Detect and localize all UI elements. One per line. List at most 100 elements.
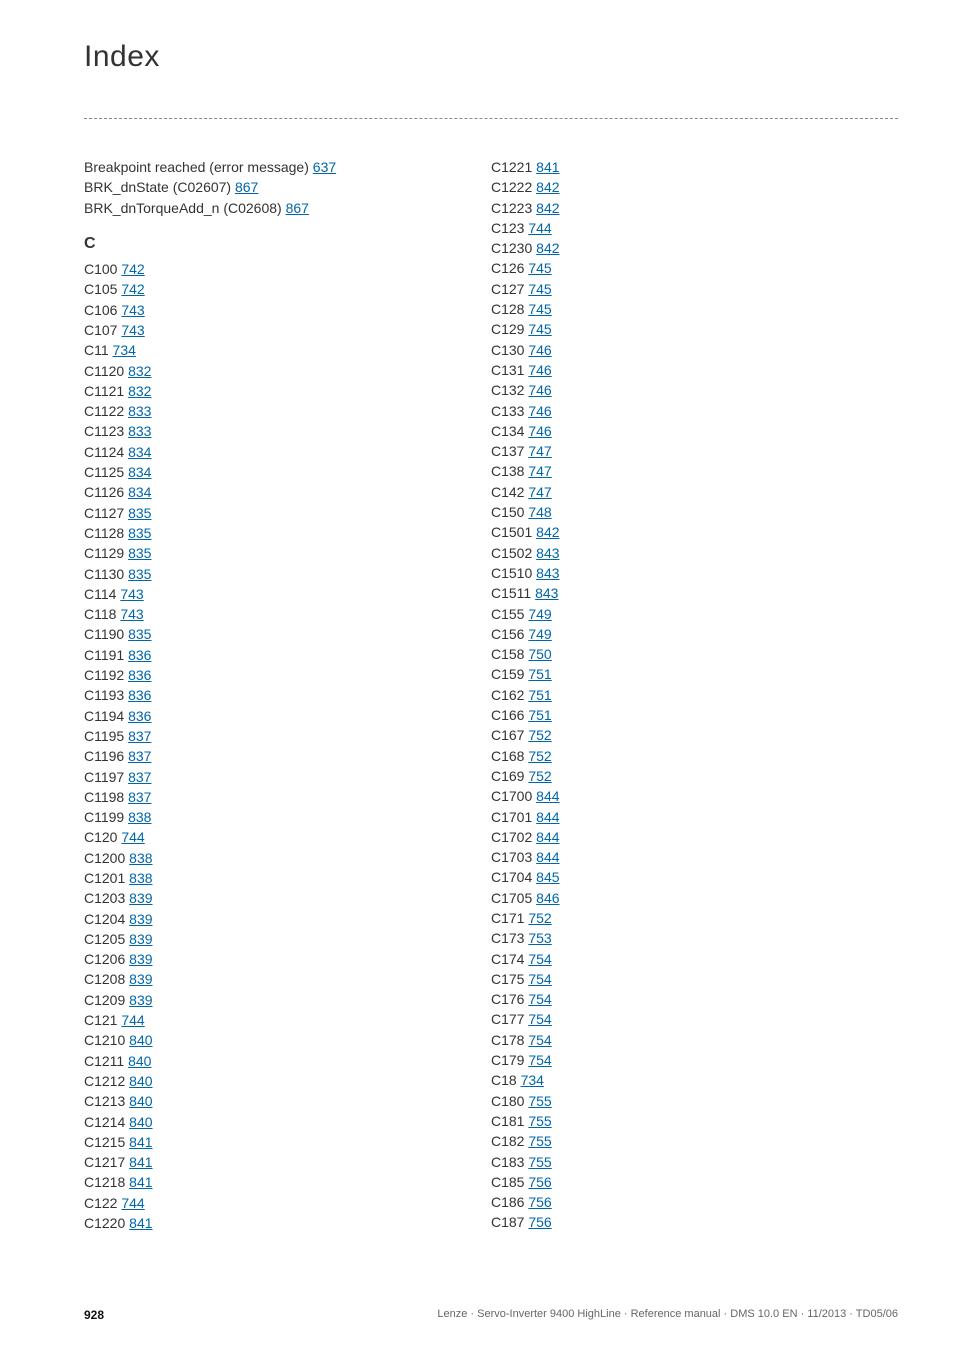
page-reference-link[interactable]: 834 — [128, 484, 151, 500]
page-reference-link[interactable]: 838 — [128, 809, 151, 825]
page-reference-link[interactable]: 832 — [128, 383, 151, 399]
page-reference-link[interactable]: 841 — [129, 1134, 152, 1150]
page-reference-link[interactable]: 754 — [528, 971, 551, 987]
page-reference-link[interactable]: 742 — [121, 281, 144, 297]
page-reference-link[interactable]: 839 — [129, 890, 152, 906]
page-reference-link[interactable]: 835 — [128, 505, 151, 521]
page-reference-link[interactable]: 752 — [528, 910, 551, 926]
page-reference-link[interactable]: 840 — [129, 1073, 152, 1089]
page-reference-link[interactable]: 746 — [528, 382, 551, 398]
page-reference-link[interactable]: 841 — [536, 159, 559, 175]
page-reference-link[interactable]: 839 — [129, 992, 152, 1008]
page-reference-link[interactable]: 833 — [128, 403, 151, 419]
page-reference-link[interactable]: 842 — [536, 524, 559, 540]
page-reference-link[interactable]: 754 — [528, 951, 551, 967]
page-reference-link[interactable]: 837 — [128, 728, 151, 744]
page-reference-link[interactable]: 747 — [528, 463, 551, 479]
page-reference-link[interactable]: 844 — [536, 788, 559, 804]
page-reference-link[interactable]: 745 — [528, 281, 551, 297]
page-reference-link[interactable]: 744 — [528, 220, 551, 236]
page-reference-link[interactable]: 751 — [528, 687, 551, 703]
page-reference-link[interactable]: 839 — [129, 951, 152, 967]
page-reference-link[interactable]: 743 — [120, 586, 143, 602]
page-reference-link[interactable]: 835 — [128, 626, 151, 642]
page-reference-link[interactable]: 746 — [528, 362, 551, 378]
page-reference-link[interactable]: 841 — [129, 1174, 152, 1190]
page-reference-link[interactable]: 754 — [528, 1011, 551, 1027]
page-reference-link[interactable]: 843 — [536, 565, 559, 581]
page-reference-link[interactable]: 835 — [128, 566, 151, 582]
page-reference-link[interactable]: 836 — [128, 708, 151, 724]
page-reference-link[interactable]: 867 — [235, 179, 258, 195]
page-reference-link[interactable]: 841 — [129, 1154, 152, 1170]
page-reference-link[interactable]: 754 — [528, 991, 551, 1007]
page-reference-link[interactable]: 745 — [528, 321, 551, 337]
page-reference-link[interactable]: 754 — [528, 1052, 551, 1068]
page-reference-link[interactable]: 744 — [121, 1012, 144, 1028]
page-reference-link[interactable]: 832 — [128, 363, 151, 379]
page-reference-link[interactable]: 747 — [528, 443, 551, 459]
page-reference-link[interactable]: 837 — [128, 748, 151, 764]
page-reference-link[interactable]: 744 — [121, 829, 144, 845]
page-reference-link[interactable]: 844 — [536, 849, 559, 865]
page-reference-link[interactable]: 843 — [535, 585, 558, 601]
page-reference-link[interactable]: 833 — [128, 423, 151, 439]
page-reference-link[interactable]: 837 — [128, 769, 151, 785]
page-reference-link[interactable]: 752 — [528, 768, 551, 784]
page-reference-link[interactable]: 844 — [536, 829, 559, 845]
page-reference-link[interactable]: 838 — [129, 870, 152, 886]
page-reference-link[interactable]: 755 — [528, 1133, 551, 1149]
page-reference-link[interactable]: 835 — [128, 545, 151, 561]
page-reference-link[interactable]: 840 — [128, 1053, 151, 1069]
page-reference-link[interactable]: 844 — [536, 809, 559, 825]
page-reference-link[interactable]: 753 — [528, 930, 551, 946]
page-reference-link[interactable]: 746 — [528, 403, 551, 419]
page-reference-link[interactable]: 846 — [536, 890, 559, 906]
page-reference-link[interactable]: 754 — [528, 1032, 551, 1048]
page-reference-link[interactable]: 756 — [528, 1194, 551, 1210]
page-reference-link[interactable]: 734 — [521, 1072, 544, 1088]
page-reference-link[interactable]: 839 — [129, 931, 152, 947]
page-reference-link[interactable]: 742 — [121, 261, 144, 277]
page-reference-link[interactable]: 750 — [528, 646, 551, 662]
page-reference-link[interactable]: 838 — [129, 850, 152, 866]
page-reference-link[interactable]: 842 — [536, 200, 559, 216]
page-reference-link[interactable]: 837 — [128, 789, 151, 805]
page-reference-link[interactable]: 637 — [313, 159, 336, 175]
page-reference-link[interactable]: 745 — [528, 260, 551, 276]
page-reference-link[interactable]: 839 — [129, 971, 152, 987]
page-reference-link[interactable]: 835 — [128, 525, 151, 541]
page-reference-link[interactable]: 746 — [528, 423, 551, 439]
page-reference-link[interactable]: 752 — [528, 748, 551, 764]
page-reference-link[interactable]: 752 — [528, 727, 551, 743]
page-reference-link[interactable]: 834 — [128, 444, 151, 460]
page-reference-link[interactable]: 843 — [536, 545, 559, 561]
page-reference-link[interactable]: 836 — [128, 687, 151, 703]
page-reference-link[interactable]: 755 — [528, 1093, 551, 1109]
page-reference-link[interactable]: 745 — [528, 301, 551, 317]
page-reference-link[interactable]: 749 — [528, 626, 551, 642]
page-reference-link[interactable]: 840 — [129, 1032, 152, 1048]
page-reference-link[interactable]: 836 — [128, 667, 151, 683]
page-reference-link[interactable]: 749 — [528, 606, 551, 622]
page-reference-link[interactable]: 839 — [129, 911, 152, 927]
page-reference-link[interactable]: 743 — [121, 302, 144, 318]
page-reference-link[interactable]: 755 — [528, 1113, 551, 1129]
page-reference-link[interactable]: 841 — [129, 1215, 152, 1231]
page-reference-link[interactable]: 747 — [528, 484, 551, 500]
page-reference-link[interactable]: 751 — [528, 666, 551, 682]
page-reference-link[interactable]: 840 — [129, 1114, 152, 1130]
page-reference-link[interactable]: 734 — [113, 342, 136, 358]
page-reference-link[interactable]: 845 — [536, 869, 559, 885]
page-reference-link[interactable]: 743 — [121, 322, 144, 338]
page-reference-link[interactable]: 867 — [286, 200, 309, 216]
page-reference-link[interactable]: 834 — [128, 464, 151, 480]
page-reference-link[interactable]: 756 — [528, 1174, 551, 1190]
page-reference-link[interactable]: 842 — [536, 179, 559, 195]
page-reference-link[interactable]: 746 — [528, 342, 551, 358]
page-reference-link[interactable]: 748 — [528, 504, 551, 520]
page-reference-link[interactable]: 756 — [528, 1214, 551, 1230]
page-reference-link[interactable]: 755 — [528, 1154, 551, 1170]
page-reference-link[interactable]: 744 — [121, 1195, 144, 1211]
page-reference-link[interactable]: 842 — [536, 240, 559, 256]
